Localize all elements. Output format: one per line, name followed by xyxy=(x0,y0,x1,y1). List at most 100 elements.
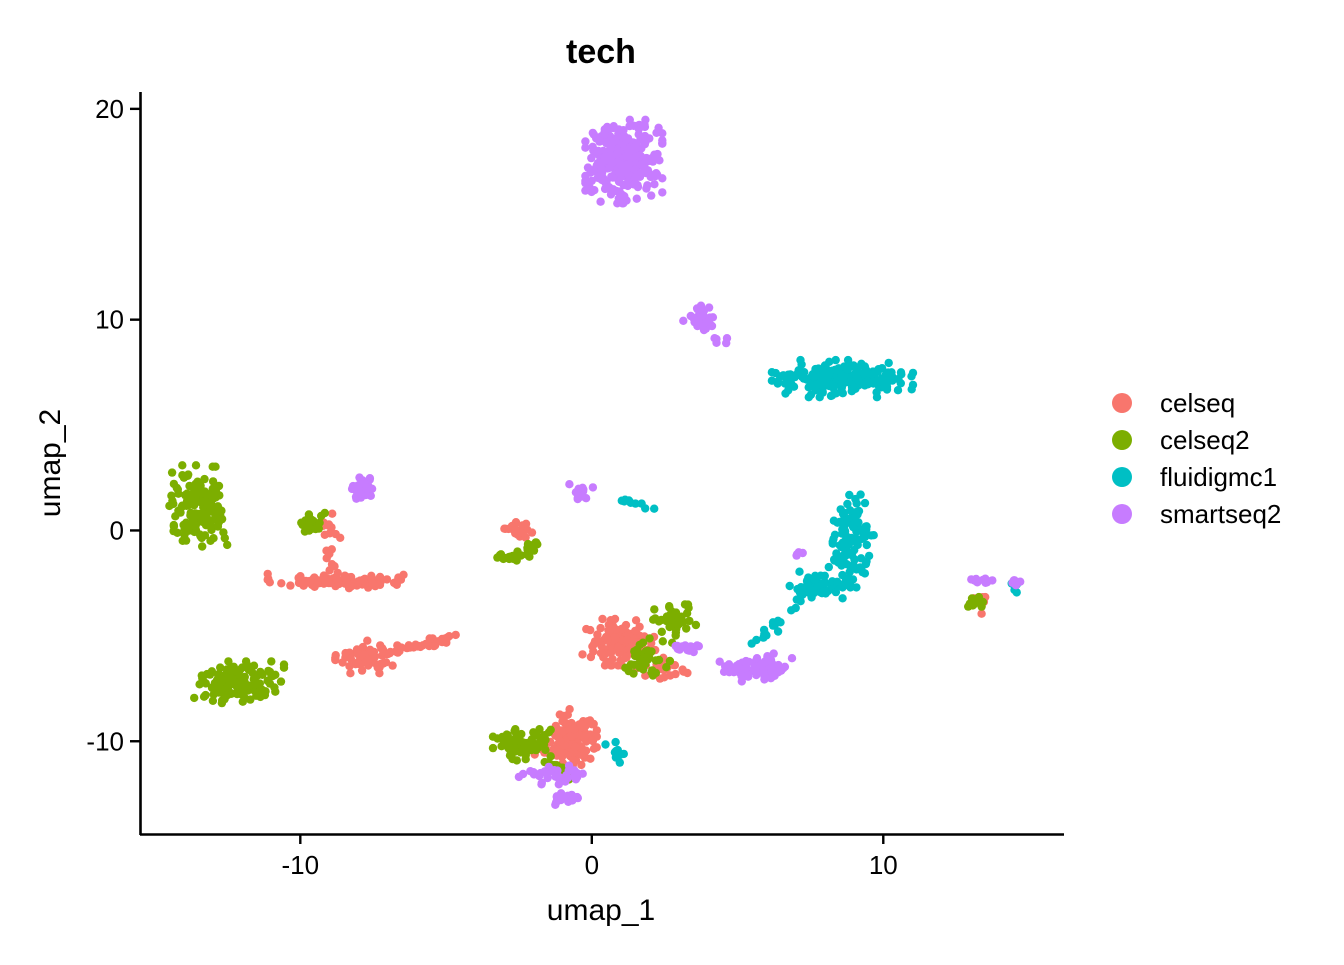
data-point-smartseq2 xyxy=(623,181,632,191)
data-point-fluidigmc1 xyxy=(650,504,659,513)
legend-label: celseq xyxy=(1160,388,1235,418)
series-fluidigmc1 xyxy=(601,355,1021,767)
data-point-smartseq2 xyxy=(596,197,605,206)
data-point-fluidigmc1 xyxy=(773,377,783,386)
data-point-celseq2 xyxy=(521,750,530,760)
data-point-fluidigmc1 xyxy=(862,540,871,550)
series-celseq xyxy=(263,509,990,770)
data-point-smartseq2 xyxy=(752,654,762,663)
data-point-celseq xyxy=(608,654,617,664)
data-point-celseq xyxy=(296,572,305,581)
data-point-celseq xyxy=(578,650,587,659)
data-point-celseq xyxy=(589,744,599,753)
data-point-smartseq2 xyxy=(641,137,650,147)
data-point-celseq2 xyxy=(643,646,652,655)
data-point-smartseq2 xyxy=(658,138,667,148)
data-point-celseq2 xyxy=(195,480,205,490)
data-point-fluidigmc1 xyxy=(850,383,859,392)
data-point-celseq2 xyxy=(650,605,659,614)
data-point-smartseq2 xyxy=(741,663,751,672)
data-point-smartseq2 xyxy=(616,160,625,169)
data-point-fluidigmc1 xyxy=(796,597,805,606)
data-point-smartseq2 xyxy=(787,654,797,663)
data-point-celseq2 xyxy=(169,522,179,531)
data-point-celseq xyxy=(413,642,422,651)
data-point-celseq xyxy=(588,642,597,651)
data-point-celseq2 xyxy=(220,533,229,543)
data-point-celseq xyxy=(593,630,602,639)
data-point-celseq xyxy=(368,579,377,588)
data-point-fluidigmc1 xyxy=(860,498,870,508)
data-point-celseq xyxy=(325,521,334,531)
data-point-celseq2 xyxy=(250,680,259,689)
data-point-smartseq2 xyxy=(570,772,579,781)
data-point-celseq2 xyxy=(546,725,555,734)
data-point-celseq xyxy=(570,742,580,752)
data-point-smartseq2 xyxy=(619,167,628,177)
data-point-celseq2 xyxy=(190,693,199,703)
data-point-smartseq2 xyxy=(613,199,622,208)
data-point-fluidigmc1 xyxy=(768,621,778,630)
data-point-smartseq2 xyxy=(650,150,659,159)
data-point-smartseq2 xyxy=(619,126,628,135)
data-point-celseq xyxy=(558,727,568,736)
data-point-smartseq2 xyxy=(581,171,590,181)
data-point-smartseq2 xyxy=(658,174,667,183)
data-point-celseq xyxy=(620,654,629,663)
data-point-celseq xyxy=(325,549,334,558)
data-point-smartseq2 xyxy=(608,137,617,147)
y-tick-label: 20 xyxy=(95,94,124,124)
data-point-celseq2 xyxy=(513,736,522,745)
data-point-celseq xyxy=(581,746,591,755)
data-point-fluidigmc1 xyxy=(831,355,840,365)
data-point-celseq2 xyxy=(185,481,194,491)
data-point-smartseq2 xyxy=(606,144,615,154)
data-point-celseq xyxy=(375,669,384,678)
legend-key-celseq2 xyxy=(1112,430,1132,450)
data-point-smartseq2 xyxy=(593,173,602,182)
data-point-celseq2 xyxy=(222,683,232,692)
data-point-fluidigmc1 xyxy=(845,567,854,577)
x-tick-label: -10 xyxy=(282,850,320,880)
data-point-smartseq2 xyxy=(1016,577,1025,586)
data-point-celseq2 xyxy=(662,663,671,672)
data-point-celseq xyxy=(596,649,606,658)
data-point-celseq xyxy=(610,614,620,624)
data-point-celseq xyxy=(504,524,513,534)
data-point-celseq2 xyxy=(527,544,537,554)
data-point-celseq xyxy=(592,726,601,735)
data-point-smartseq2 xyxy=(715,657,724,666)
data-point-smartseq2 xyxy=(608,173,618,182)
data-point-celseq xyxy=(565,705,574,714)
data-point-smartseq2 xyxy=(658,188,667,197)
data-point-smartseq2 xyxy=(581,178,590,188)
data-point-smartseq2 xyxy=(794,548,803,557)
data-point-fluidigmc1 xyxy=(837,561,846,570)
data-point-celseq2 xyxy=(647,668,656,677)
legend-key-celseq xyxy=(1112,393,1132,413)
data-point-celseq2 xyxy=(279,663,289,672)
data-point-celseq xyxy=(277,579,286,588)
data-point-smartseq2 xyxy=(655,156,664,165)
data-point-celseq2 xyxy=(198,542,207,551)
data-point-fluidigmc1 xyxy=(849,561,858,570)
data-point-smartseq2 xyxy=(572,792,582,802)
data-point-fluidigmc1 xyxy=(851,494,860,504)
data-point-smartseq2 xyxy=(630,179,639,189)
data-point-smartseq2 xyxy=(658,129,667,138)
data-point-fluidigmc1 xyxy=(791,370,801,380)
data-point-fluidigmc1 xyxy=(853,363,863,372)
data-point-celseq xyxy=(429,641,439,651)
data-point-smartseq2 xyxy=(673,643,682,652)
data-point-fluidigmc1 xyxy=(833,577,842,586)
data-point-celseq2 xyxy=(624,666,633,676)
data-point-fluidigmc1 xyxy=(838,594,847,603)
data-point-celseq xyxy=(451,630,460,640)
data-point-smartseq2 xyxy=(609,122,618,131)
data-point-celseq2 xyxy=(320,508,329,518)
y-axis-ticks: -10 0 10 20 xyxy=(86,94,140,756)
data-point-fluidigmc1 xyxy=(826,391,836,401)
data-point-fluidigmc1 xyxy=(894,374,903,384)
data-point-smartseq2 xyxy=(650,180,659,189)
data-point-fluidigmc1 xyxy=(819,367,828,376)
